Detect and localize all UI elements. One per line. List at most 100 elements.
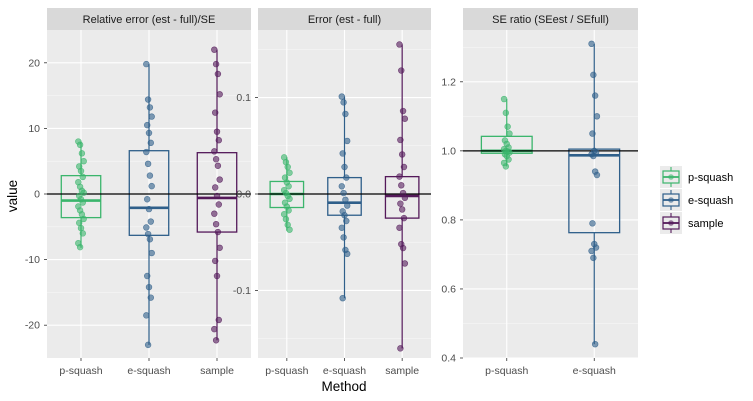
data-point bbox=[80, 215, 87, 223]
data-point bbox=[344, 250, 351, 258]
legend-entry-p-squash: p-squash bbox=[660, 166, 733, 188]
data-point bbox=[216, 244, 223, 251]
data-point bbox=[344, 137, 351, 145]
data-point bbox=[399, 107, 407, 115]
data-point bbox=[77, 167, 85, 175]
data-point bbox=[214, 70, 222, 78]
y-tick-label: 0.4 bbox=[441, 353, 456, 365]
data-point bbox=[76, 243, 84, 251]
data-point bbox=[397, 345, 404, 352]
data-point bbox=[592, 244, 600, 251]
data-point bbox=[215, 137, 223, 144]
data-point bbox=[146, 172, 154, 179]
data-point bbox=[396, 173, 403, 180]
data-point bbox=[396, 41, 403, 48]
data-point bbox=[76, 141, 84, 149]
data-point bbox=[144, 272, 151, 280]
data-point bbox=[588, 247, 595, 255]
data-point bbox=[216, 176, 223, 183]
data-point bbox=[216, 91, 223, 98]
data-point bbox=[396, 224, 403, 231]
x-tick-label: e-squash bbox=[323, 365, 366, 377]
data-point bbox=[590, 71, 597, 79]
data-point bbox=[506, 130, 513, 137]
data-point bbox=[143, 148, 150, 156]
data-point bbox=[284, 163, 291, 171]
legend: p-squash e-squash sample bbox=[660, 166, 733, 234]
data-point bbox=[400, 214, 408, 222]
data-point bbox=[148, 182, 155, 190]
data-point bbox=[212, 184, 219, 191]
data-point bbox=[339, 150, 346, 157]
data-point bbox=[397, 136, 404, 144]
data-point bbox=[398, 182, 405, 189]
data-point bbox=[212, 156, 220, 163]
x-tick-label: p-squash bbox=[59, 365, 102, 377]
data-point bbox=[398, 151, 406, 158]
data-point bbox=[340, 99, 347, 106]
y-tick-label: 1.0 bbox=[441, 145, 456, 157]
data-point bbox=[143, 312, 150, 319]
data-point bbox=[342, 110, 349, 118]
data-point bbox=[146, 236, 154, 243]
data-point bbox=[144, 196, 151, 203]
data-point bbox=[338, 183, 345, 190]
data-point bbox=[502, 163, 510, 170]
y-tick-label: -0.1 bbox=[233, 285, 251, 297]
x-tick-label: sample bbox=[200, 365, 234, 377]
data-point bbox=[75, 219, 83, 227]
data-point bbox=[146, 104, 154, 111]
data-point bbox=[212, 60, 220, 68]
data-point bbox=[286, 195, 293, 203]
y-tick-label: 20 bbox=[28, 57, 40, 69]
data-point bbox=[505, 156, 512, 163]
data-point bbox=[593, 171, 601, 179]
data-point bbox=[79, 199, 87, 206]
facet-strip-title: Relative error (est - full)/SE bbox=[83, 14, 216, 26]
data-point bbox=[145, 129, 153, 137]
data-point bbox=[145, 283, 153, 291]
facet-panel-2: Error (est - full) -0.1 0.0 0.1 p-squash e-sq… bbox=[233, 8, 431, 377]
data-point bbox=[341, 163, 348, 171]
data-point bbox=[144, 160, 152, 168]
y-tick-label: -20 bbox=[25, 320, 40, 332]
data-point bbox=[589, 220, 596, 227]
data-point bbox=[400, 163, 408, 171]
x-tick-label: p-squash bbox=[485, 365, 528, 377]
data-point bbox=[500, 95, 508, 103]
data-point bbox=[211, 46, 218, 53]
facet-strip bbox=[258, 8, 431, 30]
data-point bbox=[282, 215, 290, 223]
y-tick-label: 1.2 bbox=[441, 76, 456, 88]
data-point bbox=[286, 226, 293, 233]
data-point bbox=[340, 189, 347, 197]
facet-strip bbox=[47, 8, 251, 30]
x-tick-label: e-squash bbox=[127, 365, 170, 377]
data-point bbox=[338, 224, 345, 231]
data-point bbox=[213, 128, 221, 135]
data-point bbox=[211, 148, 218, 155]
data-point bbox=[285, 183, 292, 190]
legend-label: e-squash bbox=[688, 195, 733, 207]
data-point bbox=[214, 228, 222, 236]
data-point bbox=[397, 200, 404, 207]
data-point bbox=[344, 202, 351, 209]
data-point bbox=[213, 192, 221, 200]
data-point bbox=[590, 152, 597, 160]
data-point bbox=[398, 206, 406, 213]
legend-key-point bbox=[668, 220, 674, 226]
data-point bbox=[80, 158, 87, 165]
data-point bbox=[148, 249, 155, 257]
data-point bbox=[590, 254, 597, 262]
data-point bbox=[144, 341, 152, 349]
y-axis-title: value bbox=[5, 180, 20, 212]
data-point bbox=[77, 224, 85, 232]
data-point bbox=[593, 113, 601, 120]
y-tick-label: 10 bbox=[28, 123, 40, 135]
data-point bbox=[80, 189, 87, 196]
data-point bbox=[338, 93, 345, 100]
data-point bbox=[214, 162, 222, 169]
data-point bbox=[212, 109, 219, 116]
